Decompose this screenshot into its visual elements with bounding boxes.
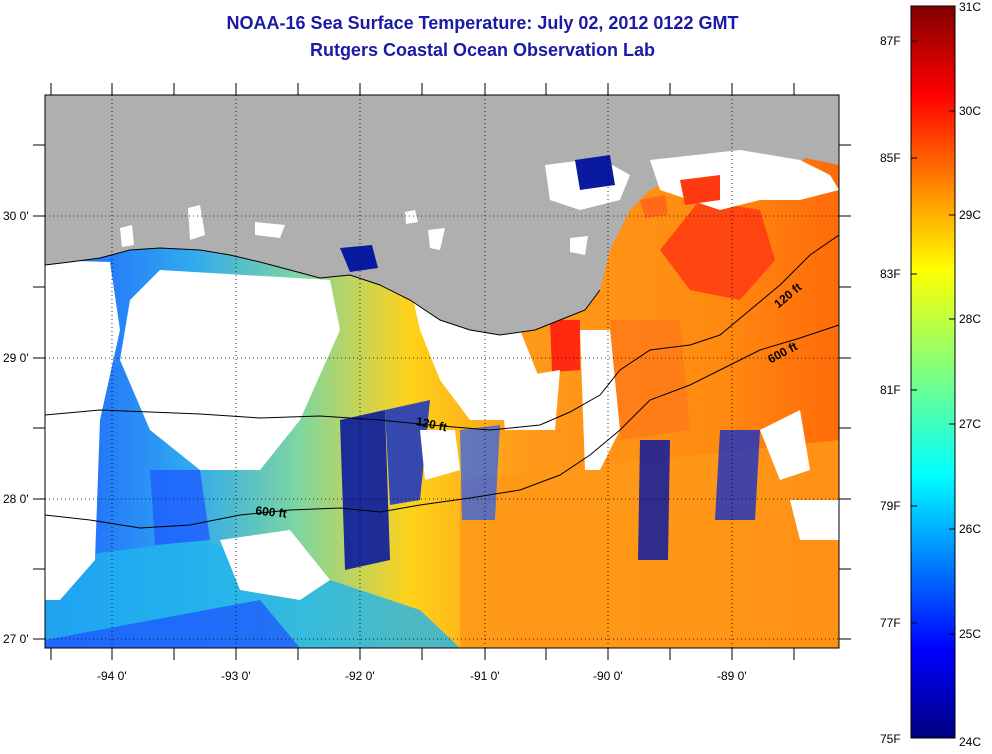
- lon-label: -93 0': [221, 669, 251, 683]
- colorbar-fahrenheit-label: 85F: [880, 151, 901, 165]
- colorbar-celsius-label: 27C: [959, 417, 981, 431]
- colorbar-fahrenheit-label: 81F: [880, 383, 901, 397]
- lon-label: -91 0': [470, 669, 500, 683]
- colorbar-celsius-label: 25C: [959, 627, 981, 641]
- lat-label: 29 0': [3, 351, 29, 365]
- map-frame: [44, 94, 840, 649]
- colorbar-celsius-label: 26C: [959, 522, 981, 536]
- lat-label: 27 0': [3, 632, 29, 646]
- colorbar-ticks: [911, 40, 955, 635]
- lon-label: -89 0': [717, 669, 747, 683]
- isobath-600ft-line: [45, 324, 839, 529]
- isobath-120ft-line: [45, 234, 839, 431]
- map-ticks: [33, 83, 851, 660]
- sst-field: [45, 95, 839, 648]
- colorbar: [910, 5, 956, 739]
- land-mass: [45, 95, 839, 335]
- lon-label: -90 0': [593, 669, 623, 683]
- isobath-label: 600 ft: [255, 503, 288, 520]
- colorbar-fahrenheit-label: 83F: [880, 267, 901, 281]
- colorbar-fahrenheit-label: 79F: [880, 499, 901, 513]
- lon-label: -92 0': [345, 669, 375, 683]
- lat-lon-grid: [45, 95, 839, 648]
- coastline: [45, 247, 601, 336]
- lat-label: 28 0': [3, 492, 29, 506]
- colorbar-celsius-label: 28C: [959, 312, 981, 326]
- colorbar-celsius-label: 30C: [959, 104, 981, 118]
- colorbar-fahrenheit-label: 87F: [880, 34, 901, 48]
- colorbar-fahrenheit-label: 75F: [880, 732, 901, 746]
- isobath-label: 120 ft: [415, 414, 449, 434]
- map-subtitle: Rutgers Coastal Ocean Observation Lab: [309, 40, 656, 60]
- map-title: NOAA-16 Sea Surface Temperature: July 02…: [226, 13, 739, 33]
- colorbar-celsius-label: 29C: [959, 208, 981, 222]
- lon-label: -94 0': [97, 669, 127, 683]
- colorbar-fahrenheit-label: 77F: [880, 616, 901, 630]
- colorbar-celsius-label: 24C: [959, 735, 981, 749]
- lat-label: 30 0': [3, 209, 29, 223]
- colorbar-celsius-label: 31C: [959, 0, 981, 14]
